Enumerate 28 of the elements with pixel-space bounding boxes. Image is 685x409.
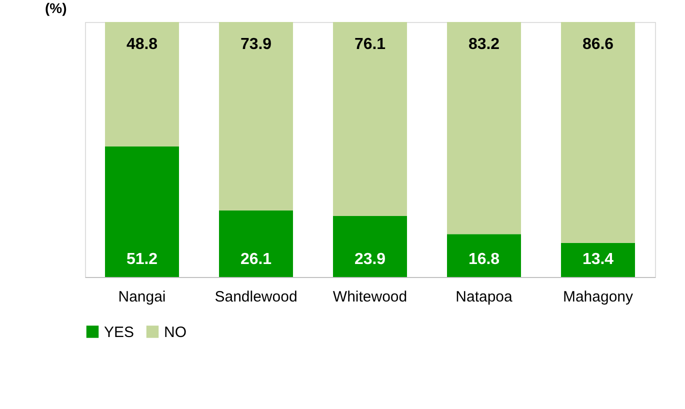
data-label: 16.8: [468, 251, 500, 268]
x-tick-label: Mahagony: [562, 288, 634, 306]
bar: [105, 22, 179, 146]
data-label: 26.1: [240, 251, 272, 268]
bar: [561, 22, 635, 243]
data-label: 23.9: [354, 251, 386, 268]
legend-label: NO: [164, 324, 186, 341]
data-label: 51.2: [126, 251, 158, 268]
x-tick-label: Sandlewood: [214, 288, 298, 306]
data-label: 13.4: [582, 251, 614, 268]
bar: [219, 210, 293, 277]
data-label: 86.6: [582, 36, 614, 53]
x-tick-label: Natapoa: [456, 288, 514, 306]
y-axis-title: (%): [45, 0, 67, 16]
data-label: 83.2: [468, 36, 500, 53]
bar: [333, 216, 407, 277]
data-label: 48.8: [126, 36, 158, 53]
bar: [561, 242, 635, 277]
bar: [447, 234, 521, 277]
bar: [219, 22, 293, 210]
data-label: 73.9: [240, 36, 272, 53]
legend-label: YES: [104, 324, 134, 341]
bar: [105, 146, 179, 277]
x-tick-label: Whitewood: [332, 288, 408, 306]
bar: [333, 22, 407, 216]
data-label: 76.1: [354, 36, 386, 53]
bar: [447, 22, 521, 234]
x-tick-label: Nangai: [118, 288, 166, 306]
